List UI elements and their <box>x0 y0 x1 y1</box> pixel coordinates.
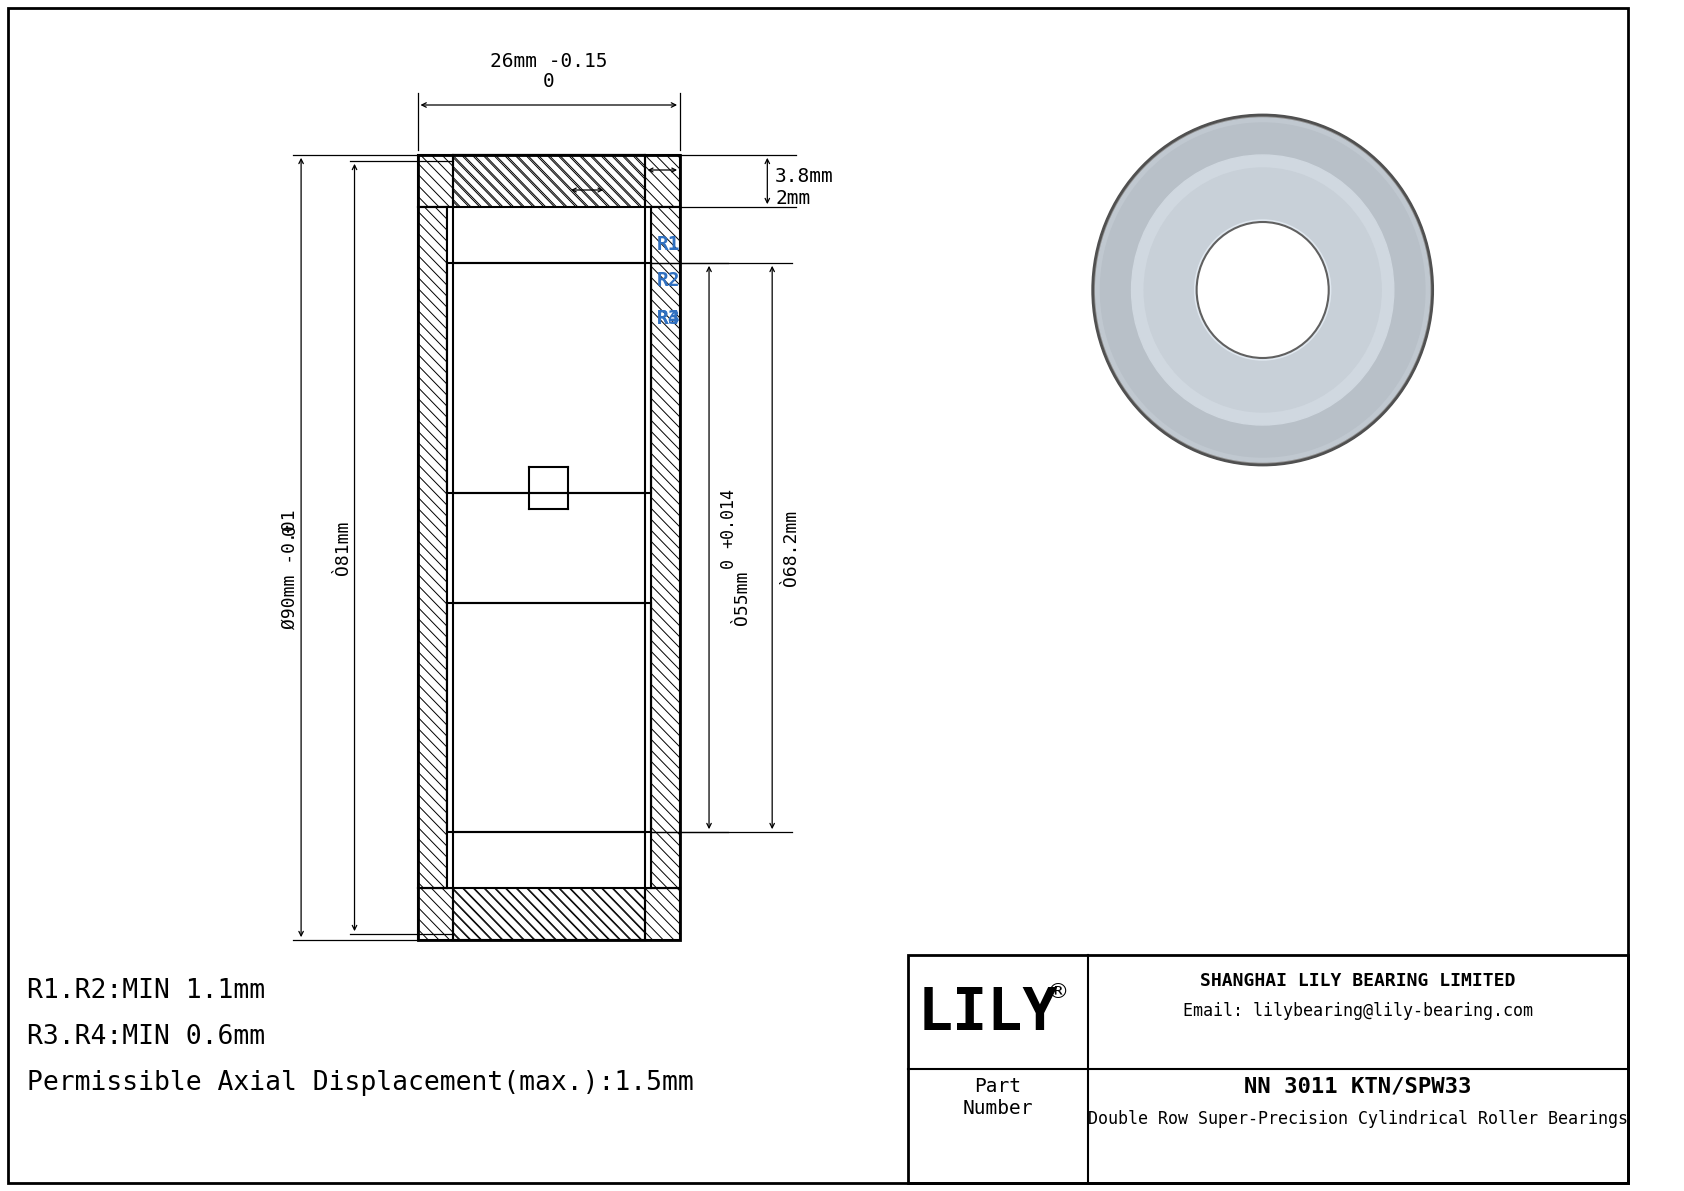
Circle shape <box>1250 181 1276 208</box>
Text: R2: R2 <box>657 272 680 291</box>
Circle shape <box>1329 229 1356 256</box>
Bar <box>453 833 645 940</box>
Circle shape <box>1295 194 1322 222</box>
Text: LILY: LILY <box>918 985 1059 1042</box>
Bar <box>418 888 680 940</box>
Circle shape <box>1202 194 1229 222</box>
Text: Ø90mm -0.01: Ø90mm -0.01 <box>281 510 298 629</box>
Circle shape <box>1157 276 1184 304</box>
Bar <box>908 955 1628 1183</box>
Text: 3.8mm: 3.8mm <box>775 167 834 186</box>
Circle shape <box>1329 324 1356 351</box>
Bar <box>446 263 650 493</box>
Text: Ò81mm: Ò81mm <box>333 520 352 575</box>
Text: Ò55mm: Ò55mm <box>733 570 751 625</box>
Circle shape <box>1250 372 1276 399</box>
Text: Part
Number: Part Number <box>962 1077 1032 1117</box>
Circle shape <box>1197 222 1329 358</box>
Text: Email: lilybearing@lily-bearing.com: Email: lilybearing@lily-bearing.com <box>1182 1002 1532 1019</box>
Text: R3.R4:MIN 0.6mm: R3.R4:MIN 0.6mm <box>27 1024 266 1050</box>
Circle shape <box>1096 118 1430 462</box>
Text: 0: 0 <box>281 524 298 535</box>
Bar <box>418 207 446 888</box>
Text: R1: R1 <box>657 236 680 255</box>
Circle shape <box>1194 220 1330 360</box>
Circle shape <box>1093 116 1433 464</box>
Text: 0: 0 <box>542 71 554 91</box>
Text: ®: ® <box>1047 983 1069 1002</box>
Circle shape <box>1295 358 1322 386</box>
Text: R4: R4 <box>657 308 680 328</box>
Bar <box>453 155 645 263</box>
Bar <box>453 493 645 603</box>
Text: NN 3011 KTN/SPW33: NN 3011 KTN/SPW33 <box>1244 1077 1472 1097</box>
Bar <box>529 467 568 509</box>
Circle shape <box>1169 229 1196 256</box>
Text: Double Row Super-Precision Cylindrical Roller Bearings: Double Row Super-Precision Cylindrical R… <box>1088 1110 1628 1128</box>
Text: 26mm -0.15: 26mm -0.15 <box>490 52 608 71</box>
Circle shape <box>1143 168 1381 412</box>
Bar <box>418 155 680 207</box>
Text: Permissible Axial Displacement(max.):1.5mm: Permissible Axial Displacement(max.):1.5… <box>27 1070 694 1096</box>
Text: 2mm: 2mm <box>775 189 810 208</box>
Text: R1.R2:MIN 1.1mm: R1.R2:MIN 1.1mm <box>27 978 266 1004</box>
Circle shape <box>1169 324 1196 351</box>
Circle shape <box>1342 276 1369 304</box>
Circle shape <box>1202 358 1229 386</box>
Text: 0: 0 <box>719 557 738 567</box>
Text: SHANGHAI LILY BEARING LIMITED: SHANGHAI LILY BEARING LIMITED <box>1201 972 1516 990</box>
Circle shape <box>1100 123 1425 457</box>
Text: Ò68.2mm: Ò68.2mm <box>781 510 800 586</box>
Bar <box>446 603 650 833</box>
Bar <box>418 155 680 940</box>
Text: +0.014: +0.014 <box>719 487 738 548</box>
Circle shape <box>1132 155 1394 425</box>
Text: R3: R3 <box>657 308 680 328</box>
Bar <box>446 207 650 888</box>
Bar <box>650 207 680 888</box>
